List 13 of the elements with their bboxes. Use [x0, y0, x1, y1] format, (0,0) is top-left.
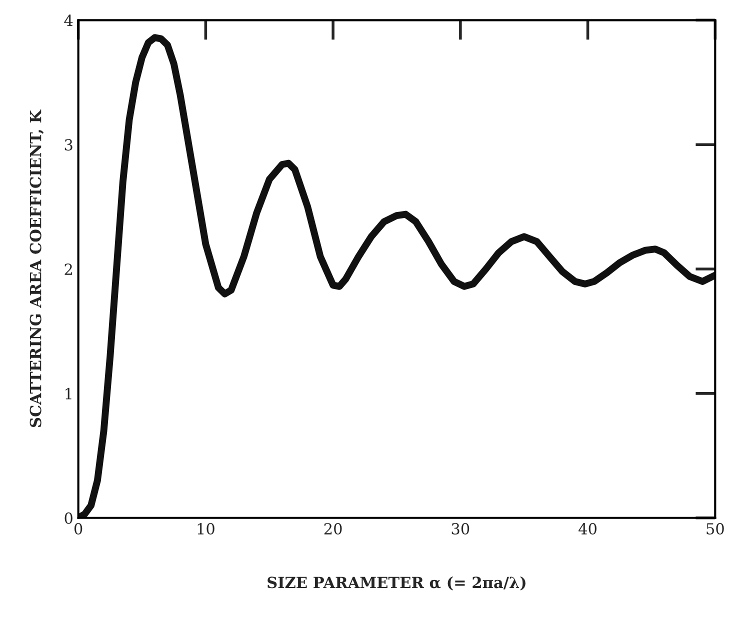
x-tick-label: 50	[706, 522, 724, 535]
y-tick-label: 3	[64, 139, 72, 151]
y-axis-title: SCATTERING AREA COEFFICIENT, K	[30, 110, 44, 428]
x-tick-label: 40	[578, 522, 596, 535]
x-tick-label: 30	[452, 522, 470, 535]
y-tick-label: 4	[64, 14, 73, 26]
x-tick-label: 0	[74, 522, 82, 535]
x-tick-label: 10	[198, 522, 214, 535]
y-tick-label: 2	[64, 263, 72, 275]
x-tick-label: 20	[324, 522, 342, 535]
y-tick-label: 1	[66, 388, 72, 400]
x-axis-title: SIZE PARAMETER α (= 2πa/λ)	[268, 576, 526, 590]
y-tick-label: 0	[64, 512, 72, 524]
